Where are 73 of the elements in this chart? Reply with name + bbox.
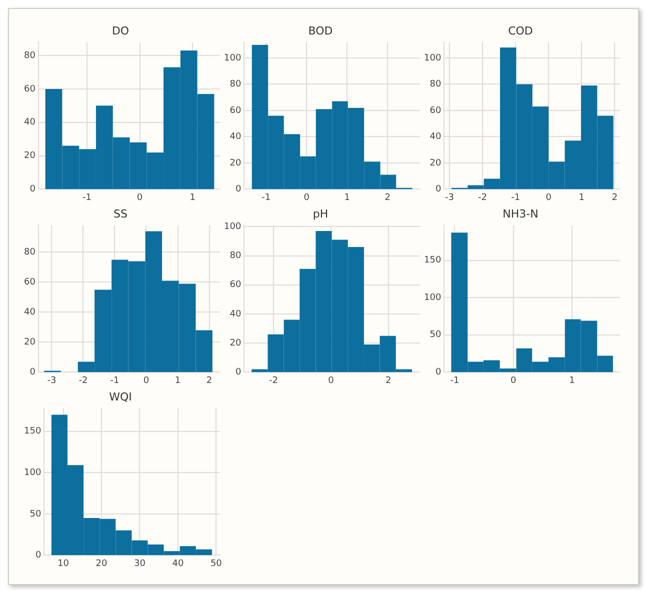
x-tick-label: 40 — [172, 558, 184, 569]
y-tick-label: 50 — [30, 509, 42, 520]
y-tick-label: 40 — [430, 132, 442, 142]
x-tick-label: 0 — [510, 376, 516, 386]
x-tick-label: 20 — [96, 558, 108, 569]
y-tick-label: 20 — [430, 158, 442, 168]
y-tick-label: 80 — [230, 251, 242, 262]
x-tick-label: 0 — [328, 376, 334, 386]
x-tick-label: 2 — [384, 192, 390, 203]
x-tick-label: -1 — [262, 192, 271, 203]
y-tick-label: 0 — [235, 184, 242, 195]
y-tick-label: 60 — [230, 280, 242, 290]
chart-title: pH — [312, 207, 328, 220]
x-tick-label: 0 — [136, 192, 143, 203]
x-tick-label: 50 — [210, 558, 222, 569]
x-tick-label: -1 — [82, 192, 92, 203]
y-tick-label: 60 — [24, 278, 36, 288]
x-tick-label: 30 — [134, 558, 146, 569]
y-tick-label: 0 — [30, 184, 36, 195]
y-tick-label: 40 — [230, 132, 242, 142]
chart-title: NH3-N — [502, 207, 538, 220]
x-tick-label: 2 — [386, 376, 392, 386]
chart-title: COD — [508, 24, 533, 38]
y-tick-label: 20 — [24, 151, 36, 162]
y-tick-label: 100 — [424, 53, 442, 64]
y-tick-label: 40 — [230, 309, 242, 320]
y-tick-label: 100 — [224, 222, 242, 232]
y-tick-label: 50 — [430, 330, 442, 340]
x-tick-label: -1 — [511, 192, 520, 203]
y-tick-label: 100 — [224, 53, 242, 64]
y-tick-label: 0 — [435, 368, 442, 378]
x-tick-label: -1 — [450, 376, 460, 386]
y-tick-label: 0 — [435, 184, 442, 195]
x-tick-label: 10 — [58, 558, 70, 569]
y-tick-label: 20 — [230, 158, 242, 168]
y-tick-label: 20 — [230, 338, 242, 348]
y-tick-label: 150 — [24, 426, 42, 437]
x-tick-label: 2 — [206, 376, 212, 386]
x-tick-label: -3 — [47, 376, 56, 386]
y-tick-label: 0 — [35, 550, 42, 561]
x-tick-label: -1 — [110, 376, 120, 386]
y-tick-label: 60 — [430, 106, 442, 116]
y-tick-label: 40 — [24, 118, 36, 128]
y-tick-label: 60 — [230, 106, 242, 116]
y-tick-label: 80 — [24, 50, 36, 61]
chart-title: BOD — [308, 24, 333, 38]
x-tick-label: 1 — [569, 376, 575, 386]
x-tick-label: 1 — [578, 192, 585, 203]
y-tick-label: 40 — [24, 308, 36, 318]
y-tick-label: 150 — [424, 256, 442, 266]
y-tick-label: 100 — [424, 292, 442, 303]
x-tick-label: 1 — [190, 192, 196, 203]
chart-title: DO — [112, 24, 130, 38]
x-tick-label: 2 — [612, 192, 618, 203]
y-tick-label: 80 — [230, 80, 242, 90]
x-tick-label: -2 — [478, 192, 488, 203]
y-tick-label: 20 — [24, 338, 36, 348]
y-tick-label: 0 — [235, 368, 242, 378]
y-tick-label: 60 — [24, 84, 36, 94]
x-tick-label: 0 — [546, 192, 552, 203]
x-tick-label: 0 — [143, 376, 150, 386]
x-tick-label: 0 — [304, 192, 310, 203]
chart-title: WQI — [109, 390, 132, 404]
y-tick-label: 80 — [24, 248, 36, 258]
x-tick-label: -3 — [444, 192, 454, 203]
y-tick-label: 0 — [30, 368, 36, 378]
x-tick-label: -2 — [78, 376, 88, 386]
y-tick-label: 80 — [430, 80, 442, 90]
chart-title: SS — [114, 207, 128, 220]
x-tick-label: 1 — [344, 192, 350, 203]
x-tick-label: 1 — [174, 376, 181, 386]
y-tick-label: 100 — [24, 468, 42, 478]
x-tick-label: -2 — [268, 376, 278, 386]
